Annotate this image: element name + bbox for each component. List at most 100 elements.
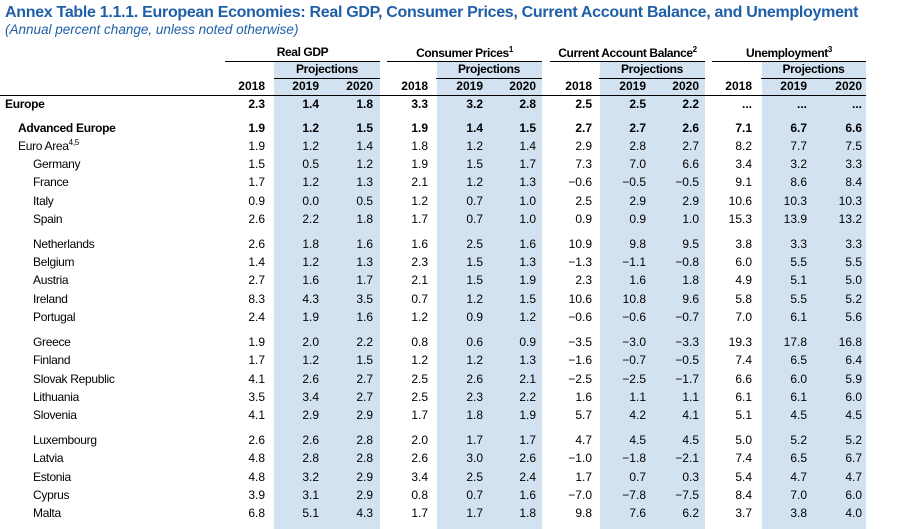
table-cell: 1.6 — [356, 310, 373, 324]
table-cell: 2.0 — [302, 335, 319, 349]
year-header: 2019 — [619, 79, 646, 93]
table-cell: 1.7 — [248, 175, 265, 189]
table-cell: 1.7 — [356, 273, 373, 287]
table-cell: 4.8 — [248, 451, 265, 465]
table-row: Luxembourg 2.6 2.6 2.8 2.0 1.7 1.7 4.7 4.5 4.5 5.0… — [0, 432, 900, 449]
table-cell: 1.8 — [682, 273, 699, 287]
table-cell: −0.7 — [622, 353, 646, 367]
table-cell: 2.6 — [466, 372, 483, 386]
table-cell: −7.8 — [622, 488, 646, 502]
row-label: Belgium — [33, 254, 75, 271]
table-cell: −1.1 — [622, 255, 646, 269]
table-cell: 5.2 — [790, 433, 807, 447]
table-cell: 10.3 — [783, 194, 807, 208]
table-cell: 1.2 — [302, 139, 319, 153]
table-cell: 5.2 — [845, 292, 862, 306]
table-row: Germany 1.5 0.5 1.2 1.9 1.5 1.7 7.3 7.0 6.6 3.4 3.2… — [0, 156, 900, 173]
table-cell: 1.1 — [629, 390, 646, 404]
row-label: Slovak Republic — [33, 371, 115, 388]
table-cell: 1.9 — [302, 310, 319, 324]
table-cell: 4.0 — [845, 506, 862, 520]
table-cell: 13.9 — [783, 212, 807, 226]
table-cell: 0.5 — [302, 157, 319, 171]
table-cell: −1.6 — [568, 353, 592, 367]
row-label: Estonia — [33, 469, 71, 486]
projection-shading — [437, 62, 542, 529]
table-cell: 3.8 — [790, 506, 807, 520]
table-cell: 6.1 — [735, 390, 752, 404]
table-cell: 10.3 — [838, 194, 862, 208]
country-name: Spain — [33, 212, 63, 226]
group-name: Unemployment — [746, 46, 828, 60]
table-cell: 1.2 — [411, 353, 428, 367]
table-cell: 4.1 — [248, 372, 265, 386]
table-cell: 4.7 — [845, 470, 862, 484]
table-cell: 1.9 — [248, 121, 265, 135]
table-cell: 3.4 — [735, 157, 752, 171]
table-cell: 1.5 — [466, 273, 483, 287]
table-cell: 1.3 — [356, 175, 373, 189]
table-cell: −1.3 — [568, 255, 592, 269]
table-cell: 19.3 — [728, 335, 752, 349]
projections-rule — [761, 78, 866, 79]
table-cell: 2.8 — [629, 139, 646, 153]
country-name: Belgium — [33, 255, 75, 269]
table-cell: 3.4 — [302, 390, 319, 404]
table-cell: 1.4 — [519, 139, 536, 153]
table-cell: 1.6 — [519, 488, 536, 502]
table-cell: 8.4 — [845, 175, 862, 189]
table-row: Spain 2.6 2.2 1.8 1.7 0.7 1.0 0.9 0.9 1.0 15.3 13.9… — [0, 211, 900, 228]
table-cell: −3.5 — [568, 335, 592, 349]
table-cell: 1.6 — [411, 237, 428, 251]
table-cell: 1.7 — [411, 408, 428, 422]
table-cell: 6.0 — [735, 255, 752, 269]
year-header: 2020 — [509, 79, 536, 93]
table-row: Netherlands 2.6 1.8 1.6 1.6 2.5 1.6 10.9 9.8 9.5 3… — [0, 236, 900, 253]
table-cell: 1.6 — [302, 273, 319, 287]
table-cell: 6.5 — [790, 353, 807, 367]
table-cell: 3.4 — [411, 470, 428, 484]
table-cell: 0.9 — [248, 194, 265, 208]
table-row: Austria 2.7 1.6 1.7 2.1 1.5 1.9 2.3 1.6 1.8 4.9 5.1… — [0, 272, 900, 289]
country-name: Greece — [33, 335, 71, 349]
table-cell: 1.7 — [411, 212, 428, 226]
table-cell: 1.1 — [682, 390, 699, 404]
table-cell: 6.4 — [845, 353, 862, 367]
page-title: Annex Table 1.1.1. European Economies: R… — [5, 4, 859, 21]
country-name: Germany — [33, 157, 81, 171]
table-cell: 1.8 — [356, 97, 373, 111]
table-cell: 1.7 — [411, 506, 428, 520]
table-cell: 1.7 — [466, 433, 483, 447]
table-cell: 2.6 — [682, 121, 699, 135]
table-cell: 6.1 — [790, 310, 807, 324]
table-cell: 0.9 — [629, 212, 646, 226]
table-cell: 2.4 — [519, 470, 536, 484]
table-cell: −0.6 — [568, 175, 592, 189]
projections-label: Projections — [782, 62, 845, 76]
table-cell: 1.8 — [356, 212, 373, 226]
table-cell: 1.3 — [519, 353, 536, 367]
table-cell: 0.7 — [466, 194, 483, 208]
country-name: Cyprus — [33, 488, 70, 502]
group-name: Current Account Balance — [558, 46, 693, 60]
table-cell: 8.3 — [248, 292, 265, 306]
table-cell: 2.8 — [356, 451, 373, 465]
table-cell: 5.8 — [735, 292, 752, 306]
table-cell: 1.2 — [466, 353, 483, 367]
table-cell: 1.3 — [519, 175, 536, 189]
table-cell: 1.7 — [466, 506, 483, 520]
table-cell: 2.6 — [302, 372, 319, 386]
table-cell: 2.3 — [411, 255, 428, 269]
row-label: Spain — [33, 211, 63, 228]
table-cell: 1.6 — [575, 390, 592, 404]
table-cell: 0.7 — [466, 488, 483, 502]
table-row: France 1.7 1.2 1.3 2.1 1.2 1.3 −0.6 −0.5 −0.5 9.1 8… — [0, 174, 900, 191]
table-cell: 3.3 — [845, 157, 862, 171]
table-cell: 1.6 — [519, 237, 536, 251]
table-cell: 2.2 — [302, 212, 319, 226]
table-row: Italy 0.9 0.0 0.5 1.2 0.7 1.0 2.5 2.9 2.9 10.6 10.3… — [0, 193, 900, 210]
table-row: Portugal 2.4 1.9 1.6 1.2 0.9 1.2 −0.6 −0.6 −0.7 7.… — [0, 309, 900, 326]
projections-rule — [274, 78, 380, 79]
table-cell: 0.6 — [466, 335, 483, 349]
table-cell: 2.7 — [356, 372, 373, 386]
